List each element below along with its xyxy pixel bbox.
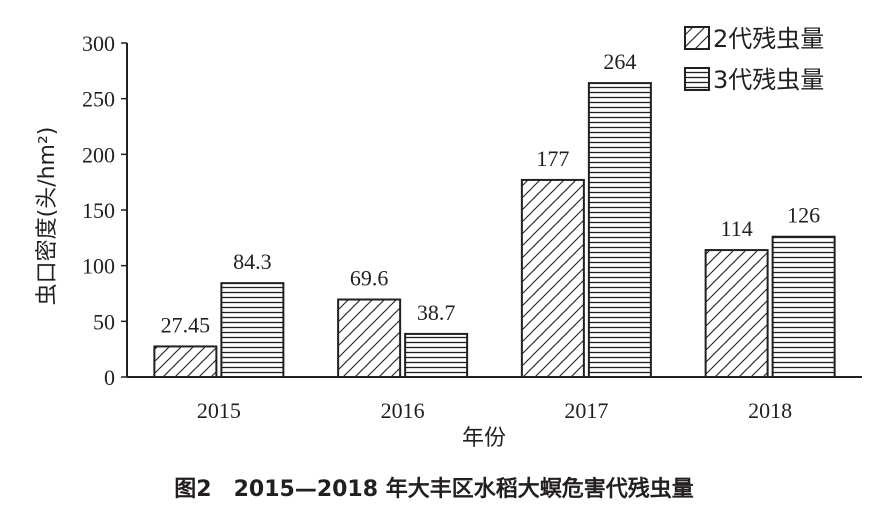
x-tick-label: 2017: [564, 398, 608, 423]
legend-label-1: 2代残虫量: [713, 25, 824, 53]
value-label: 114: [721, 216, 753, 241]
figure-caption: 图2 2015—2018 年大丰区水稻大螟危害代残虫量: [174, 476, 693, 502]
y-tick-label: 200: [82, 142, 115, 167]
legend-label-2: 3代残虫量: [713, 66, 824, 94]
value-labels: 27.45 84.3 69.6 38.7 177 264 114 126: [161, 49, 821, 337]
bar-series-2-2015: [220, 282, 285, 378]
y-tick-label: 300: [82, 31, 115, 56]
value-label: 27.45: [161, 312, 211, 337]
y-tick-label: 0: [104, 365, 115, 390]
y-tick-label: 50: [93, 309, 115, 334]
value-label: 264: [603, 49, 636, 74]
bar-series-2-2016: [404, 332, 469, 378]
bar-series-1-2017: [520, 178, 585, 378]
value-label: 177: [536, 146, 569, 171]
value-label: 84.3: [233, 249, 272, 274]
y-tick-label: 250: [82, 87, 115, 112]
x-tick-label: 2015: [197, 398, 241, 423]
y-tick-label: 150: [82, 198, 115, 223]
y-axis-ticks: 0 50 100 150 200 250 300: [82, 31, 127, 390]
value-label: 69.6: [350, 266, 389, 291]
x-axis-ticks: 2015 2016 2017 2018: [197, 398, 792, 423]
bar-series-1-2015: [153, 345, 218, 378]
value-label: 38.7: [417, 300, 456, 325]
y-axis-title: 虫口密度(头/hm²): [35, 127, 60, 306]
legend-swatch-1: [684, 26, 710, 50]
value-label: 126: [787, 203, 820, 228]
bar-series-1-2018: [704, 249, 769, 378]
y-tick-label: 100: [82, 254, 115, 279]
bar-series-2-2017: [587, 82, 652, 379]
x-tick-label: 2018: [748, 398, 792, 423]
x-tick-label: 2016: [381, 398, 425, 423]
bar-series-1-2016: [337, 298, 402, 378]
x-axis-title: 年份: [462, 426, 506, 451]
bars: [153, 82, 836, 379]
bar-series-2-2018: [771, 235, 836, 378]
legend-swatch-2: [684, 67, 710, 91]
legend: 2代残虫量 3代残虫量: [684, 25, 824, 94]
